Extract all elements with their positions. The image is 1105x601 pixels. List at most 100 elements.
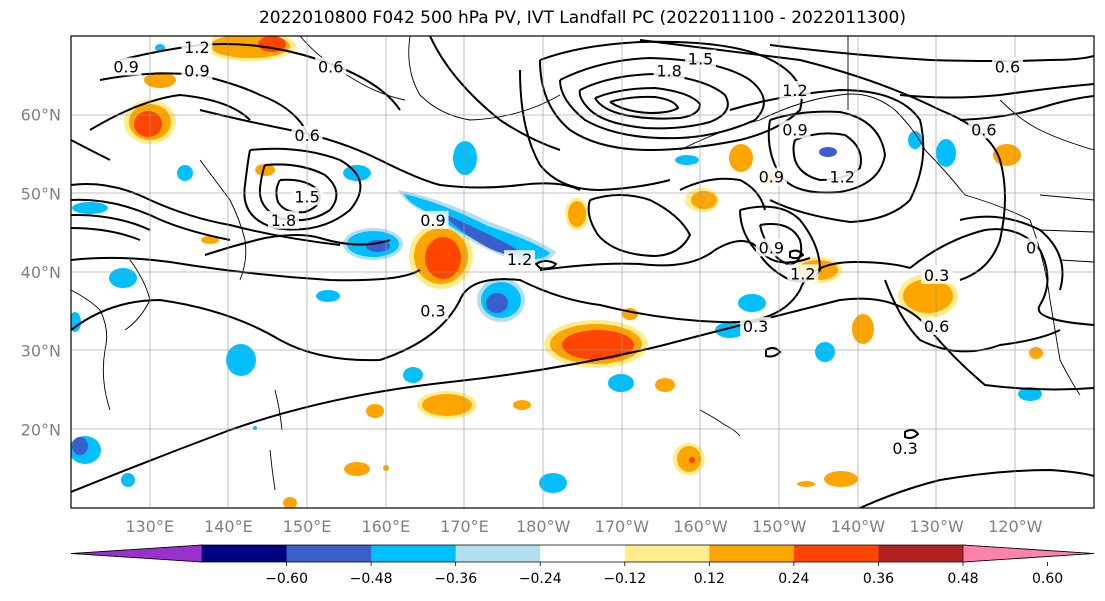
colorbar-segment <box>709 545 795 562</box>
contour-label-bg <box>504 250 536 269</box>
contour-label-bg <box>755 238 787 257</box>
contour-label: 0.9 <box>184 61 209 80</box>
colorbar-segment <box>624 545 710 562</box>
colorbar-tick-label: −0.48 <box>350 571 393 587</box>
contour-label: 1.2 <box>829 168 854 187</box>
lon-tick-label: 150°E <box>283 517 332 536</box>
contour-label-bg <box>740 317 772 336</box>
pv-contours <box>71 36 1094 508</box>
colorbar: −0.60 −0.48 −0.36 −0.24 −0.12 0.12 0.24 0.36 0.4… <box>70 544 1095 587</box>
lon-tick-label: 180°W <box>516 517 571 536</box>
contour-label-bg <box>779 120 811 139</box>
lat-tick-label: 30°N <box>21 342 61 361</box>
contour-label-bg <box>181 37 213 56</box>
colorbar-tick-label: 0.12 <box>694 571 725 587</box>
colorbar-tick-label: 0.60 <box>1032 571 1063 587</box>
contour-label: 1.5 <box>688 50 713 69</box>
contour-label: 0.6 <box>995 57 1020 76</box>
lon-tick-label: 160°E <box>361 517 410 536</box>
lon-tick-label: 170°E <box>440 517 489 536</box>
contour-label-bg <box>826 167 858 186</box>
lat-tick-label: 40°N <box>21 263 61 282</box>
contour-label-bg <box>991 57 1023 76</box>
contour-label: 0.9 <box>113 57 138 76</box>
colorbar-segment <box>540 545 626 562</box>
contour-label: 0 <box>1026 238 1036 257</box>
lon-tick-label: 160°W <box>673 517 728 536</box>
contour-label: 1.2 <box>184 38 209 57</box>
map-title: 2022010800 F042 500 hPa PV, IVT Landfall… <box>258 8 906 28</box>
lon-tick-label: 150°W <box>752 517 807 536</box>
colorbar-tick-label: −0.12 <box>603 571 646 587</box>
lon-tick-label: 170°W <box>595 517 650 536</box>
latitude-labels: 60°N 50°N 40°N 30°N 20°N <box>21 106 61 440</box>
colorbar-segment <box>793 545 879 562</box>
colorbar-segment <box>878 545 964 562</box>
contour-label: 1.8 <box>656 61 681 80</box>
contour-label: 0.3 <box>743 317 768 336</box>
lon-tick-label: 140°W <box>831 517 886 536</box>
contour-label: 0.6 <box>318 57 343 76</box>
colorbar-max-extend <box>962 544 1095 563</box>
contour-label-bg <box>291 125 323 144</box>
colorbar-tick-label: 0.24 <box>778 571 809 587</box>
contour-label-bg <box>685 49 717 68</box>
colorbar-segment <box>371 545 457 562</box>
contour-label: 0.6 <box>971 120 996 139</box>
contour-label-bg <box>181 61 213 80</box>
contour-label-bg <box>417 301 449 320</box>
longitude-labels: 130°E 140°E 150°E 160°E 170°E 180°W 170°W 160°W… <box>125 517 1042 536</box>
colorbar-segment <box>286 545 372 562</box>
lon-tick-label: 120°W <box>988 517 1043 536</box>
gridlines <box>71 36 1094 508</box>
contour-label-bg <box>921 265 953 284</box>
contour-label-bg <box>779 81 811 100</box>
lon-tick-label: 140°E <box>204 517 253 536</box>
contour-label-bg <box>1024 238 1038 257</box>
contour-label-bg <box>968 120 1000 139</box>
contour-label: 1.5 <box>294 187 319 206</box>
contour-label: 0.9 <box>420 211 445 230</box>
colorbar-tick-label: −0.24 <box>519 571 562 587</box>
map-layers: 0.9 1.2 0.9 0.6 0.6 1.5 1.8 0.9 1.2 1.8 1.5 1.2 0.9 0… <box>71 36 1094 508</box>
colorbar-segment <box>455 545 541 562</box>
contour-label: 1.2 <box>782 81 807 100</box>
contour-label-bg <box>889 439 921 457</box>
contour-label-bg <box>417 210 449 229</box>
colorbar-tick-label: 0.36 <box>863 571 894 587</box>
contour-label: 1.2 <box>507 250 532 269</box>
lat-tick-label: 50°N <box>21 184 61 203</box>
contour-label: 0.3 <box>420 301 445 320</box>
colorbar-tick-label: −0.60 <box>265 571 308 587</box>
contour-label: 1.8 <box>271 211 296 230</box>
contour-label: 0.6 <box>294 126 319 145</box>
contour-label-bg <box>653 61 685 80</box>
contour-label-bg <box>267 210 299 229</box>
contour-label: 0.3 <box>924 266 949 285</box>
colorbar-outline <box>70 544 1095 563</box>
contour-labels: 0.9 1.2 0.9 0.6 0.6 1.5 1.8 0.9 1.2 1.8 1.5 1.2 0.9 0… <box>110 37 1038 458</box>
plot-frame <box>70 35 1095 509</box>
colorbar-min-extend <box>70 544 203 563</box>
lon-tick-label: 130°E <box>125 517 174 536</box>
contour-label-bg <box>787 264 819 283</box>
contour-label: 1.2 <box>790 264 815 283</box>
colorbar-tick-label: 0.48 <box>947 571 978 587</box>
contour-label: 0.9 <box>782 120 807 139</box>
colorbar-tick-label: −0.36 <box>434 571 477 587</box>
lon-tick-label: 130°W <box>909 517 964 536</box>
contour-label-bg <box>921 317 953 336</box>
contour-label: 0.9 <box>759 238 784 257</box>
contour-label: 0.3 <box>892 439 917 458</box>
contour-label-bg <box>110 57 142 76</box>
contour-label-bg <box>291 187 323 206</box>
lat-tick-label: 20°N <box>21 420 61 439</box>
contour-label-bg <box>755 167 787 186</box>
contour-label: 0.6 <box>924 317 949 336</box>
contour-label: 0.9 <box>759 168 784 187</box>
colorbar-segment <box>202 545 288 562</box>
contour-label-bg <box>315 57 347 76</box>
lat-tick-label: 60°N <box>21 106 61 125</box>
